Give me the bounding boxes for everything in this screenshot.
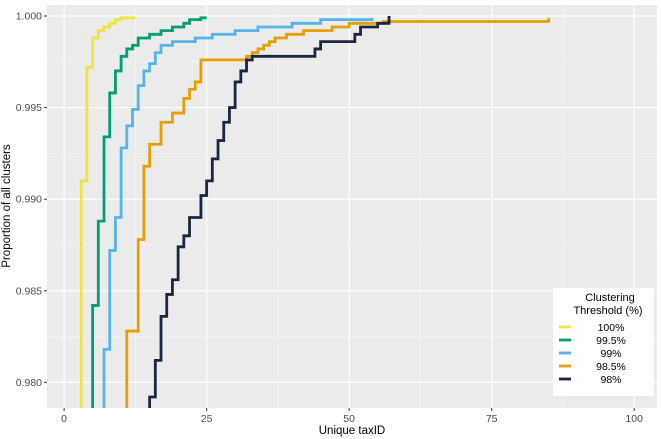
y-tick-label: 1.000 — [16, 10, 42, 22]
series-lines — [79, 15, 551, 408]
y-axis-title: Proportion of all clusters — [1, 144, 13, 268]
y-tick-label: 0.990 — [16, 194, 42, 206]
legend-label: 98.5% — [596, 361, 626, 373]
x-axis-ticks: 0 25 50 75 100 — [61, 408, 643, 425]
series-line — [148, 15, 391, 408]
x-axis-title: Unique taxID — [319, 425, 385, 437]
x-tick-label: 100 — [625, 413, 643, 425]
legend-label: 99% — [600, 348, 621, 360]
series-line — [125, 17, 551, 408]
legend-label: 99.5% — [596, 335, 626, 347]
legend-label: 98% — [600, 374, 621, 386]
x-tick-label: 50 — [343, 413, 355, 425]
x-tick-label: 25 — [201, 413, 213, 425]
legend-label: 100% — [598, 322, 625, 334]
y-tick-label: 0.985 — [16, 285, 42, 297]
legend-title-line-1: Clustering — [585, 292, 635, 304]
x-tick-label: 0 — [61, 413, 67, 425]
y-tick-label: 0.995 — [16, 102, 42, 114]
grid-lines — [47, 5, 657, 408]
legend: Clustering Threshold (%) 100%99.5%99%98.… — [553, 288, 654, 396]
series-line — [91, 16, 207, 408]
y-tick-label: 0.980 — [16, 377, 42, 389]
x-tick-label: 75 — [486, 413, 498, 425]
y-axis-ticks: 0.980 0.985 0.990 0.995 1.000 — [16, 10, 47, 389]
series-line — [102, 17, 374, 408]
series-line — [79, 16, 136, 408]
legend-title-line-2: Threshold (%) — [573, 305, 642, 317]
